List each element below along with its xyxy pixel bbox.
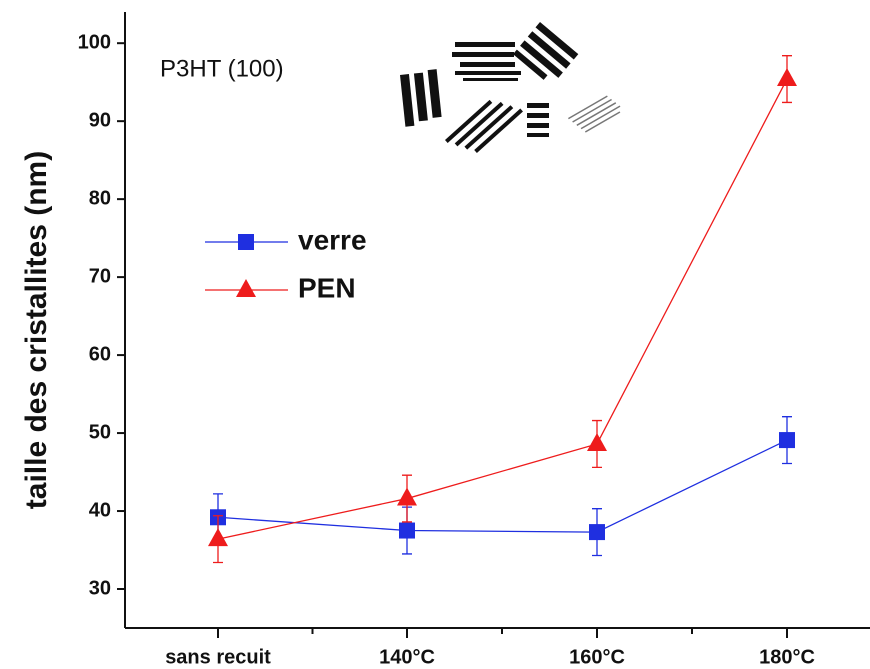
y-tick-label: 80 [89,187,111,209]
y-tick-label: 50 [89,421,111,443]
legend-label: PEN [298,272,356,303]
crystallite-illustration [400,22,621,154]
legend-label: verre [298,224,367,255]
legend-marker [236,279,256,297]
y-tick-label: 30 [89,577,111,599]
legend-marker [238,234,254,250]
x-tick-label: 180°C [759,646,815,668]
x-tick-label: 140°C [379,646,435,668]
marker [779,432,795,449]
marker [589,524,605,541]
y-tick-label: 60 [89,343,111,365]
x-tick-label: sans recuit [165,646,271,668]
y-tick-label: 40 [89,499,111,521]
marker [777,68,797,87]
annotation: P3HT (100) [160,55,284,82]
series-line [217,439,788,533]
marker [399,522,415,539]
marker [397,487,417,506]
y-tick-label: 100 [78,31,111,53]
y-tick-label: 70 [89,265,111,287]
x-tick-label: 160°C [569,646,625,668]
marker [208,528,228,547]
marker [587,432,607,451]
series-line [217,78,788,540]
y-axis-label: taille des cristallites (nm) [20,151,53,509]
y-tick-label: 90 [89,109,111,131]
